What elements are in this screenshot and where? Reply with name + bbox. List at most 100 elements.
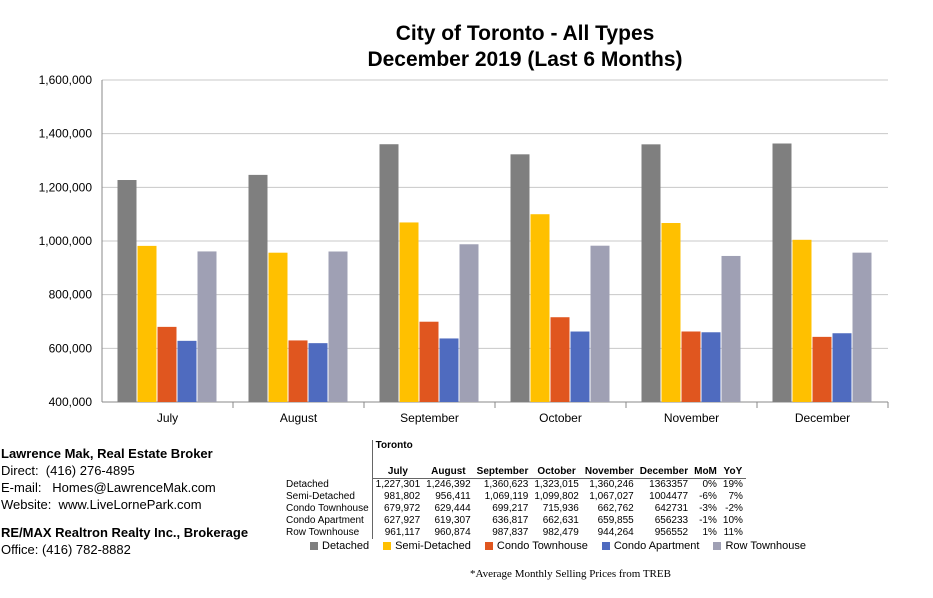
table-cell: 679,972 xyxy=(371,503,424,515)
chart-legend: Detached Semi-Detached Condo Townhouse Cond… xyxy=(310,540,806,552)
bar xyxy=(641,144,661,402)
bar xyxy=(157,326,177,402)
legend-item: Detached xyxy=(310,540,369,552)
legend-swatch xyxy=(310,542,318,550)
table-cell: 960,874 xyxy=(434,527,471,538)
bar xyxy=(117,180,137,402)
y-tick-label: 1,600,000 xyxy=(39,73,93,87)
table-row: Condo Apartment 627,927 619,307 636,817 662,… xyxy=(283,515,746,527)
table-cell: 636,817 xyxy=(492,515,529,526)
table-header-cell: July xyxy=(371,466,424,479)
table-cell: 1,069,119 xyxy=(484,491,529,502)
x-tick-label: August xyxy=(280,411,318,425)
table-header-cell: October xyxy=(531,466,582,479)
table-row: Detached 1,227,301 1,246,392 1,360,623 1,323… xyxy=(283,478,746,491)
table-cell: 11% xyxy=(723,527,743,538)
bar xyxy=(308,343,328,402)
x-tick-label: October xyxy=(539,411,582,425)
bar xyxy=(792,239,812,402)
table-cell: 659,855 xyxy=(597,515,634,526)
table-cell: 961,117 xyxy=(371,527,424,539)
website-text: Website: www.LiveLornePark.com xyxy=(1,497,202,512)
table-row: Condo Townhouse 679,972 629,444 699,217 715,… xyxy=(283,503,746,515)
y-tick-label: 1,400,000 xyxy=(39,127,93,141)
table-header-cell: September xyxy=(473,466,532,479)
legend-label: Condo Townhouse xyxy=(496,540,588,552)
bar xyxy=(288,340,308,402)
table-row-label: Row Townhouse xyxy=(286,527,360,538)
table-row: Row Townhouse 961,117 960,874 987,837 982,47… xyxy=(283,527,746,539)
table-header-cell: December xyxy=(636,466,692,479)
table-cell: 956552 xyxy=(654,527,689,538)
bar xyxy=(701,332,721,402)
table-cell: 1,067,027 xyxy=(589,491,634,502)
table-row-label: Detached xyxy=(286,478,329,490)
brokerage-name: RE/MAX Realtron Realty Inc., Brokerage xyxy=(1,525,249,540)
bar xyxy=(399,222,419,402)
office-phone: Office: (416) 782-8882 xyxy=(1,542,131,557)
bar xyxy=(268,252,288,402)
y-tick-label: 1,200,000 xyxy=(39,180,93,194)
legend-item: Semi-Detached xyxy=(383,540,471,552)
table-cell: 1,246,392 xyxy=(426,479,471,490)
bar-chart: 400,000 600,000 800,000 1,000,000 1,200,000 1… xyxy=(39,73,889,425)
legend-swatch xyxy=(484,542,493,550)
bar xyxy=(328,251,348,402)
table-cell: 981,802 xyxy=(371,491,424,503)
bar xyxy=(177,340,197,402)
y-tick-label: 800,000 xyxy=(49,288,93,302)
table-header-cell: August xyxy=(423,466,474,479)
table-cell: 1,323,015 xyxy=(534,479,579,490)
legend-label: Semi-Detached xyxy=(395,540,471,552)
bar xyxy=(852,252,872,402)
bar xyxy=(248,174,268,402)
legend-label: Condo Apartment xyxy=(613,540,700,552)
legend-label: Detached xyxy=(322,540,370,552)
table-cell: 982,479 xyxy=(542,527,579,538)
x-tick-label: December xyxy=(795,411,850,425)
table-cell: 699,217 xyxy=(492,503,529,514)
y-tick-label: 1,000,000 xyxy=(39,234,93,248)
chart-title-line2: December 2019 (Last 6 Months) xyxy=(367,48,683,71)
table-cell: -2% xyxy=(725,503,743,514)
table-cell: 10% xyxy=(722,515,743,526)
bar xyxy=(550,317,570,402)
broker-name: Lawrence Mak, Real Estate Broker xyxy=(1,446,213,461)
table-header-row: July August September October November Decemb… xyxy=(283,466,746,479)
table-cell: -3% xyxy=(699,503,717,514)
table-cell: 715,936 xyxy=(542,503,579,514)
table-cell: 0% xyxy=(702,479,717,490)
bar xyxy=(832,333,852,402)
bar xyxy=(772,143,792,402)
table-cell: 987,837 xyxy=(492,527,529,538)
table-cell: 1,227,301 xyxy=(371,478,424,491)
direct-phone: Direct: (416) 276-4895 xyxy=(1,463,135,478)
table-cell: 1% xyxy=(702,527,717,538)
x-tick-label: July xyxy=(157,411,178,425)
table-header-cell: MoM xyxy=(691,466,720,479)
table-cell: 7% xyxy=(728,491,743,502)
y-tick-label: 600,000 xyxy=(49,341,93,355)
table-header-cell: YoY xyxy=(719,466,746,479)
legend-item: Condo Townhouse xyxy=(484,540,588,552)
bar xyxy=(137,245,157,402)
bar xyxy=(510,154,530,402)
bar xyxy=(681,331,701,402)
table-cell: 1363357 xyxy=(649,479,689,490)
table-cell: 956,411 xyxy=(435,491,471,502)
table-cell: 642731 xyxy=(654,503,689,514)
table-cell: 662,762 xyxy=(597,503,634,514)
table-row-label: Condo Apartment xyxy=(286,515,364,526)
bar xyxy=(419,321,439,402)
legend-swatch xyxy=(713,542,722,550)
bar xyxy=(570,331,590,402)
price-table: Toronto July August September October Novemb… xyxy=(283,440,746,539)
legend-item: Row Townhouse xyxy=(713,540,806,552)
bar xyxy=(197,251,217,402)
table-cell: 1,360,246 xyxy=(589,479,634,490)
bar xyxy=(459,244,479,402)
x-tick-label: September xyxy=(400,411,459,425)
bar xyxy=(530,214,550,402)
email-text: E-mail: Homes@LawrenceMak.com xyxy=(1,480,216,495)
bar xyxy=(590,245,610,402)
